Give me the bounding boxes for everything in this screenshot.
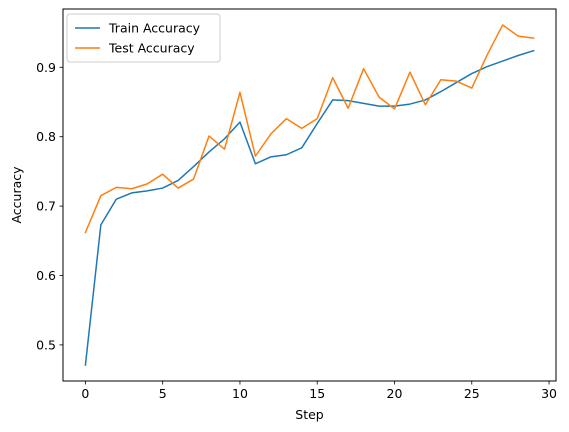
x-tick-label: 15 xyxy=(309,386,325,401)
y-axis-ticks: 0.5 0.6 0.7 0.8 0.9 xyxy=(36,60,63,352)
y-axis-title: Accuracy xyxy=(9,166,24,224)
x-tick-label: 25 xyxy=(464,386,480,401)
y-tick-label: 0.6 xyxy=(36,268,56,283)
plot-lines xyxy=(84,24,535,366)
y-tick-label: 0.8 xyxy=(36,129,56,144)
x-axis-ticks: 0 5 10 15 20 25 30 xyxy=(81,381,557,401)
plot-frame xyxy=(62,8,557,382)
legend: Train Accuracy Test Accuracy xyxy=(66,13,221,63)
x-tick-label: 5 xyxy=(159,386,167,401)
x-tick-label: 10 xyxy=(232,386,248,401)
x-axis-title: Step xyxy=(295,407,324,422)
x-tick-label: 0 xyxy=(81,386,89,401)
y-tick-label: 0.7 xyxy=(36,199,56,214)
y-tick-label: 0.9 xyxy=(36,60,56,75)
y-tick-label: 0.5 xyxy=(36,337,56,352)
series-line-train-accuracy xyxy=(84,49,535,366)
series-line-test-accuracy xyxy=(84,24,535,234)
legend-box xyxy=(66,13,221,63)
legend-label: Test Accuracy xyxy=(108,41,195,56)
legend-label: Train Accuracy xyxy=(108,21,201,36)
x-tick-label: 20 xyxy=(387,386,403,401)
x-tick-label: 30 xyxy=(541,386,557,401)
